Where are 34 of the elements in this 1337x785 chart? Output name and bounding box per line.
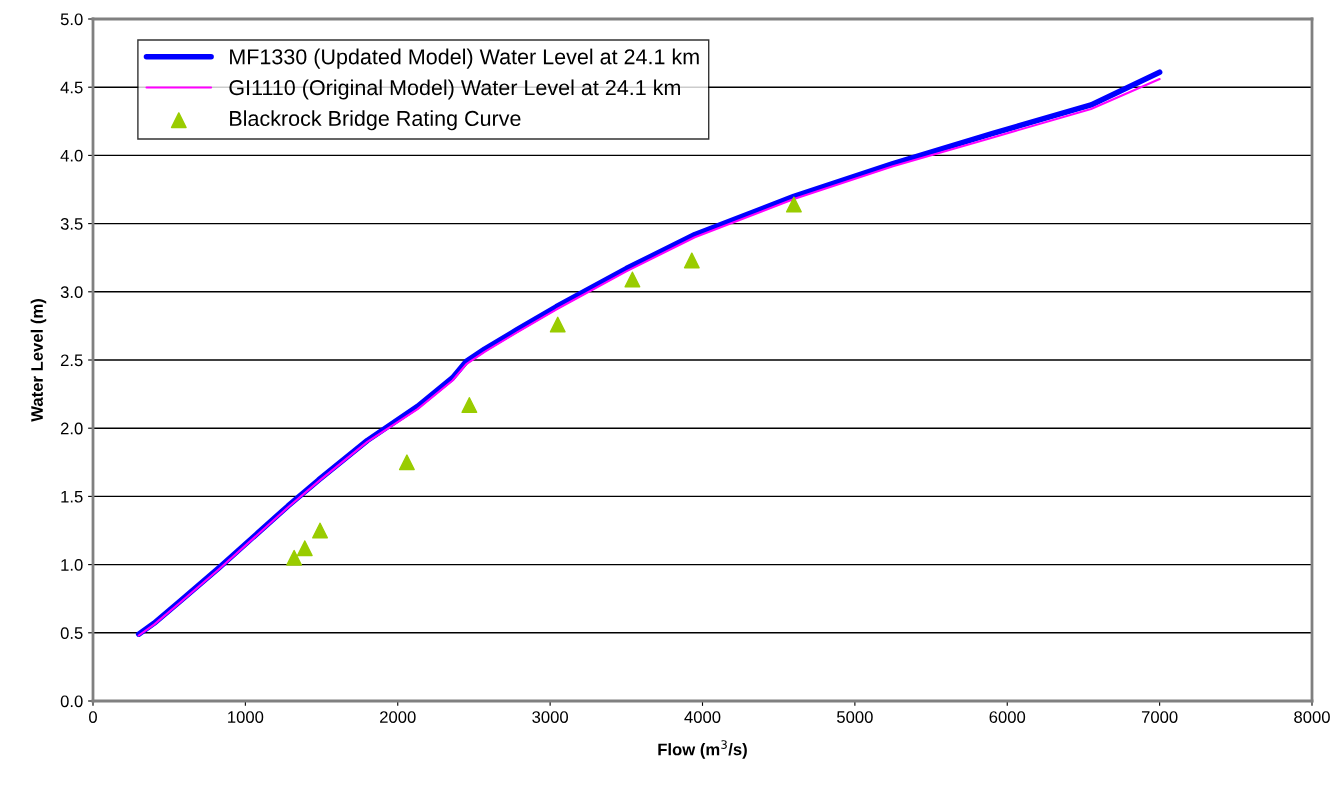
point [312,522,329,539]
point [461,397,478,413]
point [549,316,566,333]
y-tick-label: 1.5 [61,490,83,503]
x-tick-label: 1000 [228,711,264,723]
y-tick-label: 0.0 [60,695,83,708]
point [398,454,415,471]
point [286,549,303,566]
y-tick-label: 5.0 [60,13,83,26]
y-tick-label: 3.5 [60,218,83,230]
legend-label: MF1330 (Updated Model) Water Level at 24.1 km [230,48,699,69]
x-tick-label: 8000 [1294,711,1330,723]
y-tick-label: 0.5 [60,627,83,639]
x-tick-label: 3000 [532,711,569,723]
point [683,252,700,269]
point [296,540,313,557]
legend-label: GI1110 (Original Model) Water Level at 24.1 km [229,79,680,100]
x-axis-title: Flow (m$^{3}$/s) [658,740,747,759]
point [624,271,641,288]
y-tick-label: 2.5 [60,354,83,367]
x-tick-label: 6000 [989,711,1026,723]
x-tick-label: 0 [89,711,97,723]
y-axis-title: Water Level (m) [30,299,47,422]
y-tick-label: 4.0 [60,149,83,162]
x-tick-label: 7000 [1141,711,1178,723]
y-tick-label: 1.0 [61,559,83,571]
legend-label: Blackrock Bridge Rating Curve [230,110,521,131]
x-tick-label: 4000 [684,711,721,723]
y-tick-label: 4.5 [60,81,83,94]
y-tick-label: 2.0 [60,422,83,435]
point [785,196,802,213]
x-tick-label: 5000 [837,711,873,723]
y-tick-label: 3.0 [60,286,83,298]
x-tick-label: 2000 [380,711,416,723]
